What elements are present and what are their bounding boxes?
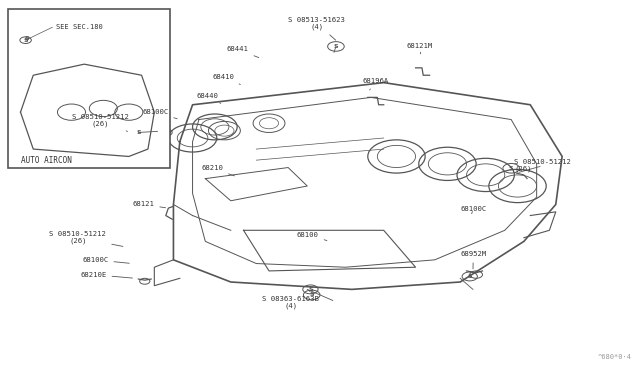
Text: S: S [23,38,28,43]
Text: 68440: 68440 [196,93,221,103]
Text: 68410: 68410 [212,74,241,84]
Text: AUTO AIRCON: AUTO AIRCON [20,155,72,165]
Text: S: S [136,130,141,135]
Text: 68196A: 68196A [362,78,388,90]
Text: S 08513-51623
(4): S 08513-51623 (4) [289,17,345,40]
Text: ^680*0·4: ^680*0·4 [598,353,632,359]
Text: S: S [509,166,513,171]
FancyBboxPatch shape [8,9,170,167]
Text: 68100C: 68100C [142,109,177,119]
Text: S 08363-6163B
(4): S 08363-6163B (4) [262,290,319,309]
Text: S: S [467,274,472,279]
Text: S 08510-51212
(26): S 08510-51212 (26) [515,159,572,173]
Text: 68441: 68441 [227,46,259,58]
Text: S 08510-51212
(26): S 08510-51212 (26) [49,231,123,246]
Text: S: S [24,36,29,41]
Text: 68121: 68121 [132,202,166,208]
Text: S: S [309,292,314,298]
Text: 68100C: 68100C [460,206,486,214]
Text: 68952M: 68952M [460,251,486,269]
Text: S 08510-51212
(26): S 08510-51212 (26) [72,113,129,131]
Text: 68121M: 68121M [406,44,432,54]
Text: 68210E: 68210E [80,272,132,278]
Text: S: S [308,287,313,292]
Text: 68100: 68100 [297,232,327,241]
Text: 68210: 68210 [201,165,234,176]
Text: SEE SEC.180: SEE SEC.180 [56,24,102,30]
Text: 68100C: 68100C [82,257,129,263]
Text: S: S [333,44,339,49]
